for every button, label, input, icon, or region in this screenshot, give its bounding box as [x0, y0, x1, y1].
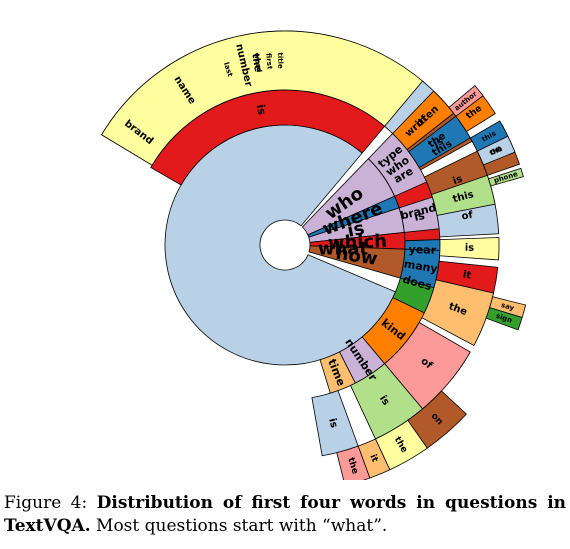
label-3-is: is [326, 417, 339, 429]
label-2-is: is [413, 209, 426, 224]
caption-rest-text: Most questions start with “what”. [96, 516, 388, 536]
label-3-this: this [452, 189, 475, 205]
segment-4-sign [485, 307, 523, 331]
label-3-first: first [264, 53, 273, 70]
label-2-year: year [408, 243, 436, 257]
sunburst-figure: what who where is which how is type are brand year… [101, 30, 527, 480]
segment-4-the [476, 135, 516, 166]
label-3-word: word [252, 52, 263, 73]
figure-caption: Figure 4: Distribution of first four wor… [4, 492, 566, 538]
sunburst-chart: whatwhowhereiswhichhowistypearebrandyear… [101, 30, 527, 480]
label-3-is: is [465, 243, 475, 254]
segment-4-author [448, 85, 484, 117]
label-4-on: on [488, 144, 504, 158]
label-3-is: is [451, 174, 464, 188]
label-3-it: it [462, 269, 472, 281]
label-2-is: is [254, 103, 269, 116]
caption-bold-text: Distribution of first four words in ques… [4, 493, 567, 536]
segment-2-time [319, 351, 356, 394]
label-4-the: the [345, 456, 359, 475]
segment-4-the [336, 445, 371, 480]
label-3-of: of [461, 210, 474, 223]
label-1-is: is [345, 218, 366, 242]
label-3-title: title [276, 52, 284, 69]
label-4-it: it [367, 453, 379, 464]
segment-4-phone [488, 167, 524, 187]
label-3-the: the [249, 53, 263, 73]
label-4-say: say [500, 301, 515, 312]
label-1-which: which [328, 231, 388, 254]
segment-3-is [439, 237, 500, 261]
label-1-what: what [318, 239, 369, 260]
figure-label: Figure 4: [4, 493, 88, 513]
label-2-many: many [403, 257, 439, 275]
sunburst-segments [101, 30, 527, 480]
